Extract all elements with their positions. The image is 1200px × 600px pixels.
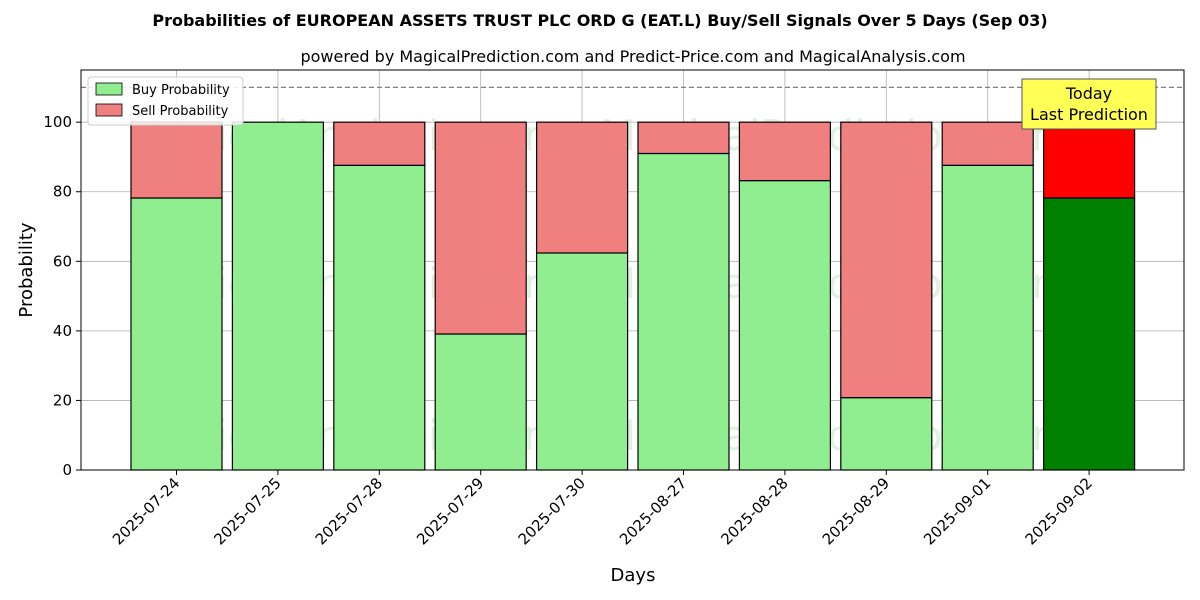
legend-buy-swatch (95, 82, 123, 96)
buy-bar (130, 197, 223, 471)
sell-bar (434, 121, 527, 335)
x-tick-label: 2025-07-25 (210, 474, 284, 548)
bars-layer (130, 121, 1136, 471)
annotation-box (1021, 78, 1157, 130)
buy-bar (231, 121, 324, 471)
buy-bar (333, 164, 426, 471)
x-tick-label: 2025-08-29 (819, 474, 893, 548)
sell-bar (130, 121, 223, 199)
legend-sell-swatch (95, 103, 123, 117)
chart-subtitle: powered by MagicalPrediction.com and Pre… (300, 47, 965, 66)
y-tick-label: 80 (53, 183, 72, 201)
x-axis-label: Days (611, 565, 656, 586)
x-tick-label: 2025-09-02 (1022, 474, 1096, 548)
sell-bar (738, 121, 832, 182)
x-tick-label: 2025-07-24 (109, 474, 183, 548)
annotation-line-1: Today (1065, 84, 1112, 103)
y-tick-label: 20 (53, 391, 72, 409)
sell-bar (941, 121, 1034, 166)
buy-bar (637, 152, 730, 471)
buy-bar (434, 333, 527, 471)
buy-bar (1042, 197, 1136, 471)
y-tick-label: 0 (62, 461, 72, 479)
sell-bar (637, 121, 730, 155)
sell-bar (1042, 121, 1136, 199)
buy-bar (840, 397, 933, 471)
sell-bar (535, 121, 629, 254)
x-tick-label: 2025-09-01 (920, 474, 994, 548)
x-tick-label: 2025-08-28 (717, 474, 791, 548)
x-tick-label: 2025-08-27 (616, 474, 690, 548)
x-tick-label: 2025-07-29 (413, 474, 487, 548)
plot-frame (80, 69, 1185, 471)
x-tick-label: 2025-07-30 (515, 474, 589, 548)
legend-buy-label: Buy Probability (132, 83, 230, 98)
buy-bar (941, 164, 1034, 471)
y-axis-label: Probability (16, 222, 37, 317)
annotation-line-2: Last Prediction (1030, 105, 1148, 124)
sell-bar (840, 121, 933, 399)
today-annotation: Today Last Prediction (1021, 78, 1157, 130)
buy-bar (535, 252, 629, 471)
buy-bar (738, 180, 832, 471)
legend-box (87, 76, 244, 126)
y-tick-label: 40 (53, 322, 72, 340)
y-tick-label: 60 (53, 252, 72, 270)
y-tick-label: 100 (43, 113, 72, 131)
legend-sell-label: Sell Probability (132, 104, 229, 119)
chart-title: Probabilities of EUROPEAN ASSETS TRUST P… (152, 11, 1047, 30)
legend: Buy Probability Sell Probability (87, 76, 244, 126)
sell-bar (333, 121, 426, 166)
x-tick-label: 2025-07-28 (312, 474, 386, 548)
